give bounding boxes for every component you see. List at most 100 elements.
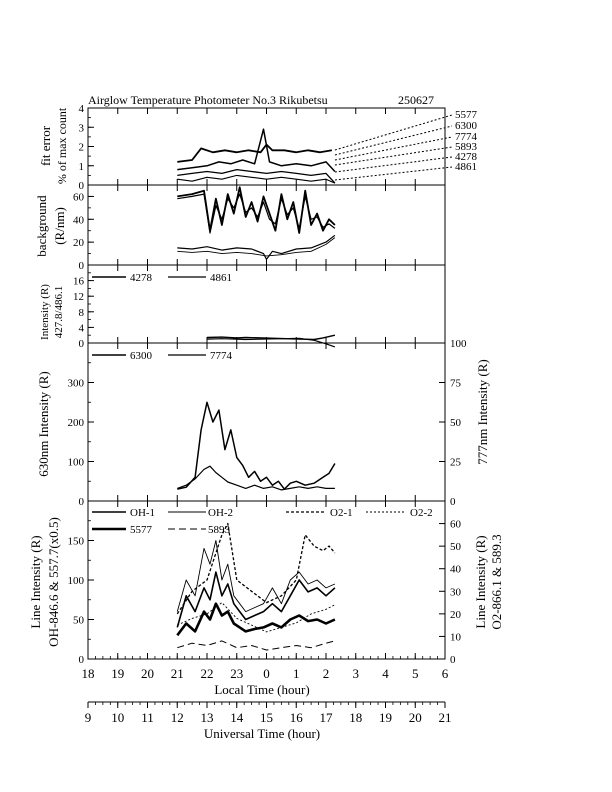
x-tick-label-ut: 20	[409, 710, 422, 725]
series-line-5577	[176, 602, 336, 637]
y-axis-label: Line Intensity (R)	[28, 535, 43, 628]
y-axis-sublabel: 427.8/486.1	[53, 286, 65, 339]
x-tick-label-ut: 17	[320, 710, 334, 725]
y-right-tick-label: 30	[450, 586, 462, 598]
y-tick-label: 12	[73, 291, 84, 303]
x-tick-label-ut: 21	[439, 710, 452, 725]
legend-label: 7774	[455, 131, 478, 143]
y-tick-label: 1	[79, 161, 85, 173]
y-right-tick-label: 40	[450, 564, 462, 576]
y-right-tick-label: 0	[450, 654, 456, 666]
y-tick-label: 4	[79, 322, 85, 334]
legend-intensity-red: 6300 7774	[92, 350, 233, 362]
y-tick-label: 0	[79, 654, 85, 666]
legend-leader	[334, 146, 453, 166]
series-line-p1-3	[177, 168, 336, 184]
y-tick-label: 0	[79, 338, 85, 350]
series-line-o2-1	[176, 522, 336, 615]
y-tick-label: 16	[73, 276, 85, 288]
y-tick-label: 200	[68, 417, 85, 429]
legend-label: 5893	[208, 524, 231, 536]
y-tick-label: 0	[79, 260, 85, 272]
legend-label: 6300	[130, 350, 153, 362]
y-axis-right-label: Line Intensity (R)	[473, 535, 488, 628]
legend-label: 4861	[210, 272, 232, 284]
x-tick-label-local: 22	[201, 666, 214, 681]
y-axis-label: fit error	[38, 125, 53, 166]
series-line-6300	[177, 401, 336, 490]
x-axis-universal-time-label: Universal Time (hour)	[204, 726, 320, 741]
legend-label: 7774	[210, 350, 233, 362]
x-tick-label-local: 5	[412, 666, 419, 681]
x-tick-label-ut: 9	[85, 710, 92, 725]
y-axis-sublabel: OH-846.6 & 557.7(x0.5)	[46, 517, 61, 647]
legend-leader	[334, 114, 453, 151]
y-right-tick-label: 25	[450, 457, 462, 469]
x-tick-label-local: 6	[442, 666, 449, 681]
y-tick-label: 0	[79, 496, 85, 508]
legend-label: 4278	[455, 151, 478, 163]
legend-label: 4861	[455, 161, 477, 173]
legend-leader	[334, 125, 453, 156]
y-right-tick-label: 10	[450, 631, 462, 643]
y-tick-label: 300	[68, 378, 85, 390]
x-tick-label-local: 18	[82, 666, 95, 681]
y-tick-label: 50	[73, 615, 85, 627]
y-right-tick-label: 0	[450, 496, 456, 508]
legend-label: O2-2	[410, 507, 433, 519]
legend-label: O2-1	[330, 507, 353, 519]
legend-label: 5893	[455, 141, 478, 153]
y-tick-label: 4	[79, 103, 85, 115]
legend-leader	[334, 166, 453, 181]
series-line-p2-1	[177, 186, 336, 234]
legend-label: 6300	[455, 120, 478, 132]
panel-intensity-blue: Intensity (R) 427.8/486.1 0 4 8 12 16 4278 48…	[39, 264, 446, 350]
y-tick-label: 40	[73, 214, 85, 226]
panel-intensity-lines: Line Intensity (R) OH-846.6 & 557.7(x0.5…	[28, 500, 504, 666]
y-axis-right-sublabel: O2-866.1 & 589.3	[489, 534, 504, 629]
legend-intensity-blue: 4278 4861	[92, 272, 232, 284]
series-line-p2-4	[177, 237, 336, 257]
y-right-tick-label: 75	[450, 378, 462, 390]
legend-label: OH-1	[130, 507, 155, 519]
y-axis-right-label: 777nm Intensity (R)	[475, 359, 490, 464]
series-line-p1-2	[177, 128, 336, 173]
x-tick-label-ut: 12	[171, 710, 184, 725]
y-axis-label: Intensity (R)	[39, 284, 51, 340]
x-tick-label-local: 23	[230, 666, 243, 681]
x-axis-local-time: 18 19 20 21 22 23 0 1 2 3 4 5 6	[82, 656, 449, 681]
x-tick-label-ut: 14	[230, 710, 244, 725]
y-tick-label: 100	[68, 575, 85, 587]
y-right-tick-label: 50	[450, 417, 462, 429]
series-line-oh-2	[176, 540, 336, 613]
figure-title: Airglow Temperature Photometer No.3 Riku…	[88, 93, 328, 107]
legend-label: OH-2	[208, 507, 233, 519]
series-line-oh-1	[176, 571, 336, 628]
x-tick-label-local: 2	[323, 666, 330, 681]
x-axis-local-time-label: Local Time (hour)	[214, 682, 309, 697]
series-line-5893	[177, 640, 336, 651]
y-right-tick-label: 60	[450, 519, 462, 531]
x-tick-label-local: 3	[353, 666, 360, 681]
y-tick-label: 60	[73, 191, 85, 203]
x-tick-label-ut: 11	[141, 710, 154, 725]
x-tick-label-local: 0	[263, 666, 270, 681]
x-tick-label-ut: 18	[349, 710, 362, 725]
legend-label: 5577	[130, 524, 153, 536]
panel-fit-error: fit error % of max count 0 1 2 3 4 557763007…	[38, 103, 478, 192]
series-line-p1-4	[177, 174, 336, 184]
x-tick-label-ut: 16	[290, 710, 304, 725]
x-tick-label-ut: 10	[111, 710, 124, 725]
legend-label: 5577	[455, 109, 478, 121]
y-tick-label: 150	[68, 536, 85, 548]
y-tick-label: 20	[73, 237, 85, 249]
series-line-7774	[177, 465, 335, 491]
legend-intensity-lines: OH-1 OH-2 O2-1 O2-2 5577 5893	[92, 507, 433, 536]
y-tick-label: 8	[79, 307, 85, 319]
panel-intensity-red: 630nm Intensity (R) 777nm Intensity (R) …	[36, 338, 490, 508]
y-tick-label: 3	[79, 122, 85, 134]
y-axis-sublabel: (R/nm)	[52, 207, 67, 245]
x-axis-universal-time: 9 10 11 12 13 14 15 16 17 18 19 20 21	[85, 702, 452, 725]
